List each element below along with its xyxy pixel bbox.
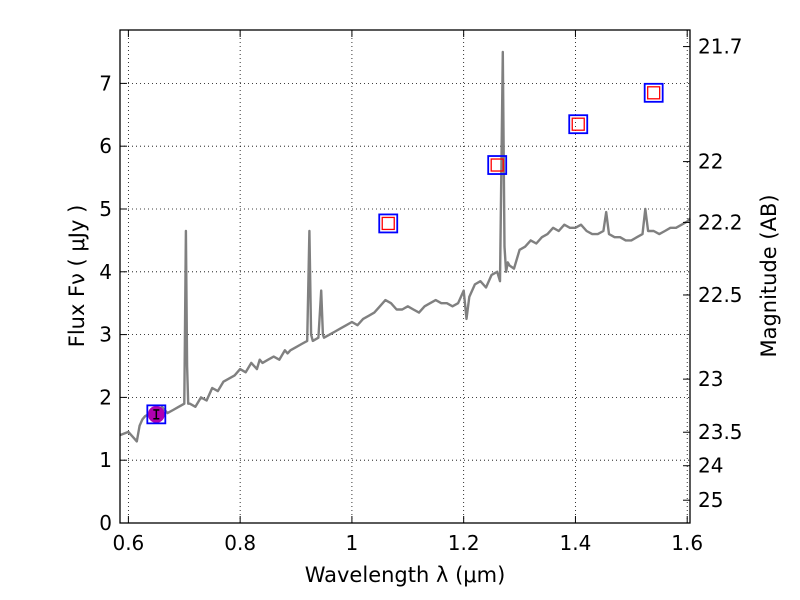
inner-square-marker <box>647 86 661 100</box>
y-tick-label: 5 <box>99 197 112 221</box>
right-tick-labels: 21.7 22 22.2 22.5 23 23.5 24 25 <box>698 35 743 513</box>
y-tick-label: 6 <box>99 134 112 158</box>
right-axis-label: Magnitude (AB) <box>757 194 781 357</box>
right-tick-label: 23 <box>698 367 723 391</box>
x-tick-label: 1.4 <box>560 531 592 555</box>
inner-square-marker <box>490 158 504 172</box>
photometry-points <box>146 82 664 425</box>
right-tick-label: 22 <box>698 150 723 174</box>
y-tick-label: 2 <box>99 385 112 409</box>
grid-lines <box>120 30 690 524</box>
plot-frame <box>119 29 691 524</box>
x-tick-label: 1.6 <box>671 531 703 555</box>
right-tick-label: 24 <box>698 454 723 478</box>
inner-square-marker <box>381 216 395 231</box>
outer-square-marker <box>568 114 589 135</box>
x-tick-labels: 0.6 0.8 1 1.2 1.4 1.6 <box>112 531 703 555</box>
x-tick-label: 1 <box>346 531 359 555</box>
x-tick-label: 0.8 <box>224 531 256 555</box>
spectrum-series <box>119 50 691 443</box>
right-tick-label: 22.5 <box>698 283 743 307</box>
right-tick-label: 25 <box>698 488 723 512</box>
y-tick-label: 1 <box>99 448 112 472</box>
photometry-point <box>146 404 167 425</box>
x-tick-label: 1.2 <box>448 531 480 555</box>
outer-square-marker <box>487 155 508 175</box>
photometry-point <box>568 114 589 135</box>
x-tick-label: 0.6 <box>112 531 144 555</box>
photometry-point <box>487 155 508 175</box>
y-axis-label: Flux Fν ( μJy ) <box>65 205 89 348</box>
outer-square-marker <box>643 82 664 103</box>
right-tick-label: 22.2 <box>698 210 743 234</box>
right-tick-label: 23.5 <box>698 420 743 444</box>
y-tick-labels: 0 1 2 3 4 5 6 7 <box>99 71 112 535</box>
y-tick-label: 3 <box>99 323 112 347</box>
spectrum-line <box>119 50 691 443</box>
photometry-point <box>643 82 664 103</box>
y-tick-label: 4 <box>99 260 112 284</box>
axis-ticks <box>120 30 690 524</box>
y-tick-label: 7 <box>99 71 112 95</box>
outer-square-marker <box>378 213 399 234</box>
y-tick-label: 0 <box>99 511 112 535</box>
photometry-point <box>378 213 399 234</box>
outer-square-marker <box>146 404 167 425</box>
right-tick-label: 21.7 <box>698 35 743 59</box>
inner-square-marker <box>571 117 585 131</box>
x-axis-label: Wavelength λ (μm) <box>305 563 506 587</box>
